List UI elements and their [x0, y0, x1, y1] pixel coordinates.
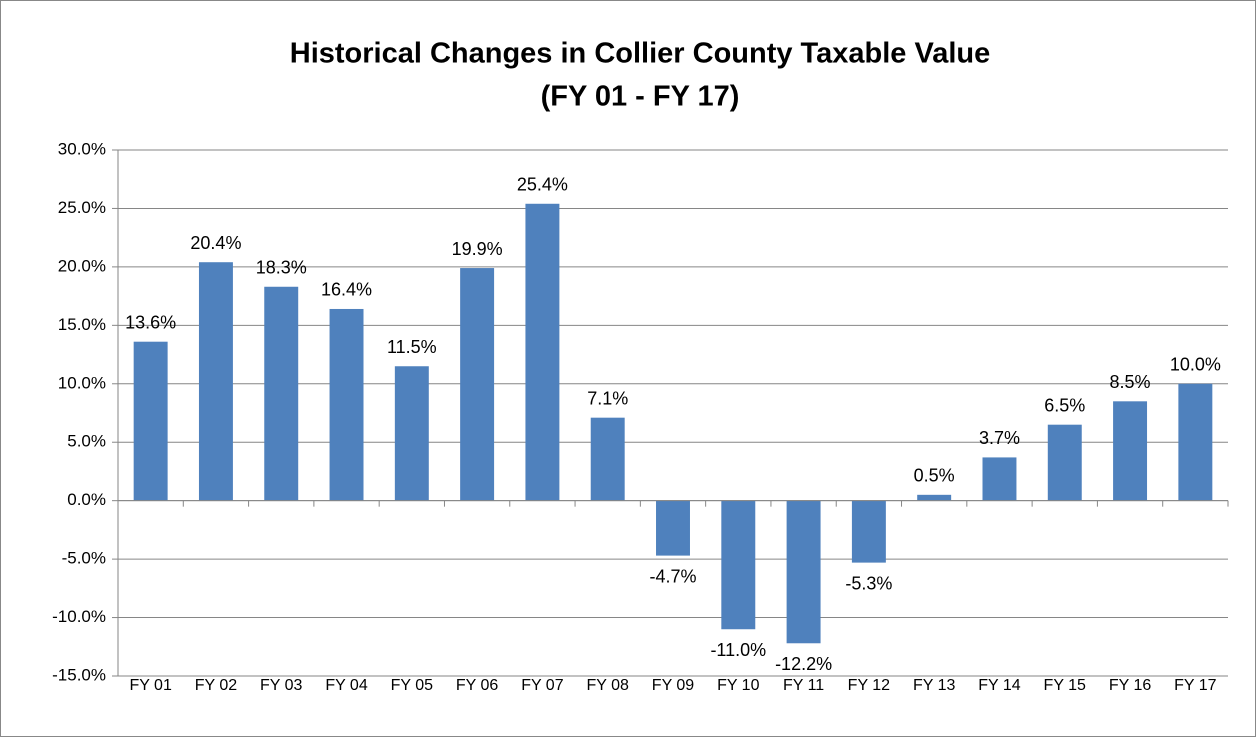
x-tick-label: FY 12 — [848, 677, 891, 694]
x-tick-label: FY 09 — [652, 677, 695, 694]
data-label: -4.7% — [649, 566, 696, 586]
data-label: 18.3% — [256, 258, 307, 278]
x-tick-label: FY 06 — [456, 677, 499, 694]
x-tick-label: FY 16 — [1109, 677, 1152, 694]
x-tick-label: FY 02 — [195, 677, 238, 694]
data-label: 11.5% — [387, 337, 437, 357]
bar — [982, 457, 1017, 501]
bar — [851, 500, 886, 563]
bar — [786, 500, 821, 644]
chart-title: Historical Changes in Collier County Tax… — [290, 38, 990, 70]
x-tick-label: FY 08 — [587, 677, 630, 694]
y-tick-label: 20.0% — [58, 256, 106, 275]
bar — [656, 500, 690, 556]
y-tick-label: -10.0% — [52, 607, 106, 626]
data-label: 25.4% — [517, 175, 568, 195]
data-label: 16.4% — [321, 280, 372, 300]
bar — [460, 268, 495, 501]
bar — [917, 494, 952, 501]
y-tick-label: 5.0% — [67, 432, 106, 451]
bar — [590, 417, 625, 501]
data-label: 10.0% — [1170, 355, 1221, 375]
bar — [198, 262, 233, 501]
bar — [264, 286, 299, 501]
x-tick-label: FY 07 — [521, 677, 564, 694]
bar — [133, 341, 168, 501]
x-tick-label: FY 17 — [1174, 677, 1217, 694]
data-label: 6.5% — [1044, 395, 1085, 415]
y-tick-label: -5.0% — [62, 549, 106, 568]
x-tick-label: FY 10 — [717, 677, 760, 694]
y-tick-label: 15.0% — [58, 315, 106, 334]
data-label: -5.3% — [845, 573, 892, 593]
bar — [394, 366, 429, 501]
bar — [329, 308, 364, 501]
x-tick-label: FY 01 — [129, 677, 172, 694]
x-tick-label: FY 03 — [260, 677, 303, 694]
bar — [1113, 401, 1148, 501]
data-label: 7.1% — [587, 388, 628, 408]
y-tick-label: 25.0% — [58, 198, 106, 217]
x-tick-label: FY 11 — [783, 677, 824, 694]
x-tick-label: FY 04 — [325, 677, 368, 694]
y-tick-label: 0.0% — [67, 490, 106, 509]
bar — [721, 500, 756, 630]
data-label: -12.2% — [775, 654, 832, 674]
data-label: 13.6% — [125, 312, 176, 332]
y-tick-label: 10.0% — [58, 373, 106, 392]
x-tick-label: FY 13 — [913, 677, 956, 694]
x-tick-label: FY 15 — [1044, 677, 1087, 694]
data-label: 8.5% — [1110, 372, 1151, 392]
y-tick-label: -15.0% — [52, 665, 106, 684]
bar — [1047, 424, 1082, 501]
data-label: 19.9% — [452, 239, 503, 259]
chart-subtitle: (FY 01 - FY 17) — [541, 81, 740, 113]
data-label: 20.4% — [190, 233, 241, 253]
bar — [1178, 383, 1213, 501]
data-label: 3.7% — [979, 428, 1020, 448]
y-tick-label: 30.0% — [58, 139, 106, 158]
bar — [525, 203, 560, 501]
data-label: 0.5% — [914, 466, 955, 486]
x-tick-label: FY 05 — [391, 677, 434, 694]
x-tick-label: FY 14 — [978, 677, 1021, 694]
data-label: -11.0% — [710, 640, 766, 660]
